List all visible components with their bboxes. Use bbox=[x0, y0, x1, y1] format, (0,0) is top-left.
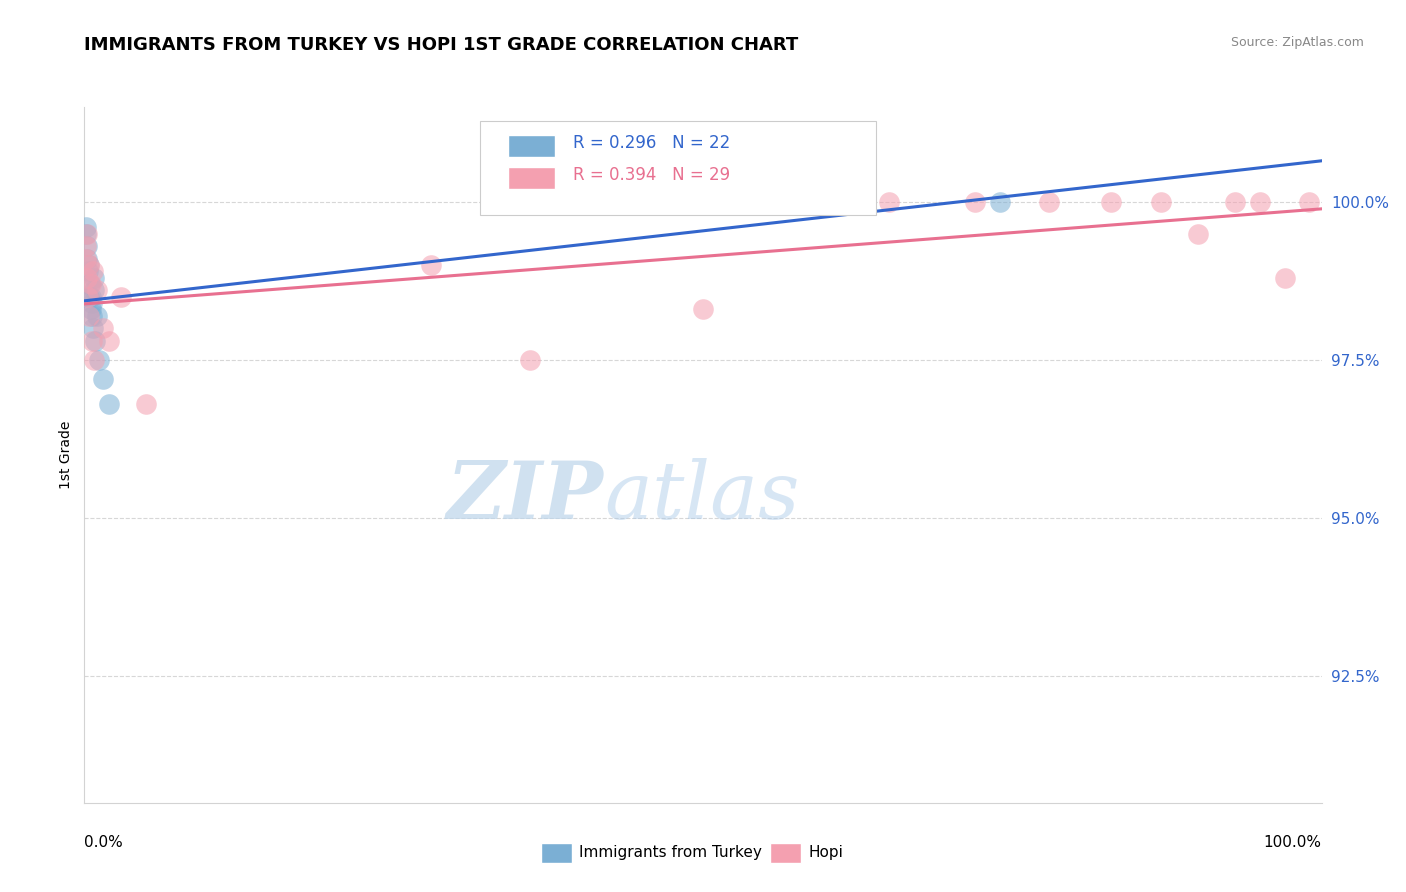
Point bbox=[965, 194, 987, 209]
Text: 100.0%: 100.0% bbox=[1264, 836, 1322, 850]
Point bbox=[82, 321, 104, 335]
Point bbox=[91, 372, 114, 386]
Point bbox=[75, 239, 97, 253]
Point bbox=[76, 239, 98, 253]
Text: Source: ZipAtlas.com: Source: ZipAtlas.com bbox=[1230, 36, 1364, 49]
Point bbox=[1187, 227, 1209, 241]
Point bbox=[135, 397, 157, 411]
Point bbox=[1150, 194, 1173, 209]
Point bbox=[83, 270, 105, 285]
Point bbox=[89, 353, 111, 368]
FancyBboxPatch shape bbox=[508, 135, 554, 157]
Point bbox=[80, 334, 103, 348]
Text: 0.0%: 0.0% bbox=[84, 836, 124, 850]
Point bbox=[76, 227, 98, 241]
Point bbox=[841, 194, 863, 209]
Point bbox=[91, 321, 114, 335]
Point bbox=[419, 258, 441, 272]
Point bbox=[1099, 194, 1122, 209]
Point bbox=[79, 277, 101, 292]
Point bbox=[82, 264, 104, 278]
Text: atlas: atlas bbox=[605, 458, 800, 535]
FancyBboxPatch shape bbox=[508, 167, 554, 189]
Point bbox=[86, 309, 108, 323]
Point bbox=[1249, 194, 1271, 209]
Point bbox=[84, 334, 107, 348]
Point bbox=[80, 290, 103, 304]
Text: R = 0.394   N = 29: R = 0.394 N = 29 bbox=[574, 166, 730, 185]
Point bbox=[83, 353, 105, 368]
Point bbox=[79, 302, 101, 317]
Point bbox=[519, 353, 541, 368]
Point bbox=[988, 194, 1011, 209]
Text: Immigrants from Turkey: Immigrants from Turkey bbox=[579, 846, 762, 860]
Text: IMMIGRANTS FROM TURKEY VS HOPI 1ST GRADE CORRELATION CHART: IMMIGRANTS FROM TURKEY VS HOPI 1ST GRADE… bbox=[84, 36, 799, 54]
Point bbox=[83, 284, 105, 298]
Point bbox=[75, 220, 97, 235]
Point bbox=[80, 309, 103, 323]
FancyBboxPatch shape bbox=[481, 121, 876, 215]
Point bbox=[82, 296, 104, 310]
Point bbox=[1298, 194, 1320, 209]
Point bbox=[76, 270, 98, 285]
Point bbox=[1274, 270, 1296, 285]
Point bbox=[75, 252, 97, 266]
Point bbox=[77, 309, 100, 323]
Point bbox=[98, 334, 121, 348]
Point bbox=[1223, 194, 1246, 209]
Point bbox=[77, 258, 100, 272]
Point bbox=[79, 277, 101, 292]
Point bbox=[110, 290, 132, 304]
Text: ZIP: ZIP bbox=[447, 458, 605, 535]
Point bbox=[77, 264, 100, 278]
Point bbox=[86, 284, 108, 298]
Point bbox=[79, 290, 101, 304]
Point bbox=[877, 194, 900, 209]
Point bbox=[98, 397, 121, 411]
Point bbox=[79, 258, 101, 272]
Point bbox=[692, 302, 714, 317]
Text: Hopi: Hopi bbox=[808, 846, 844, 860]
Point bbox=[76, 252, 98, 266]
Y-axis label: 1st Grade: 1st Grade bbox=[59, 421, 73, 489]
Text: R = 0.296   N = 22: R = 0.296 N = 22 bbox=[574, 134, 730, 153]
Point bbox=[1038, 194, 1060, 209]
Point bbox=[75, 227, 97, 241]
Point bbox=[77, 290, 100, 304]
